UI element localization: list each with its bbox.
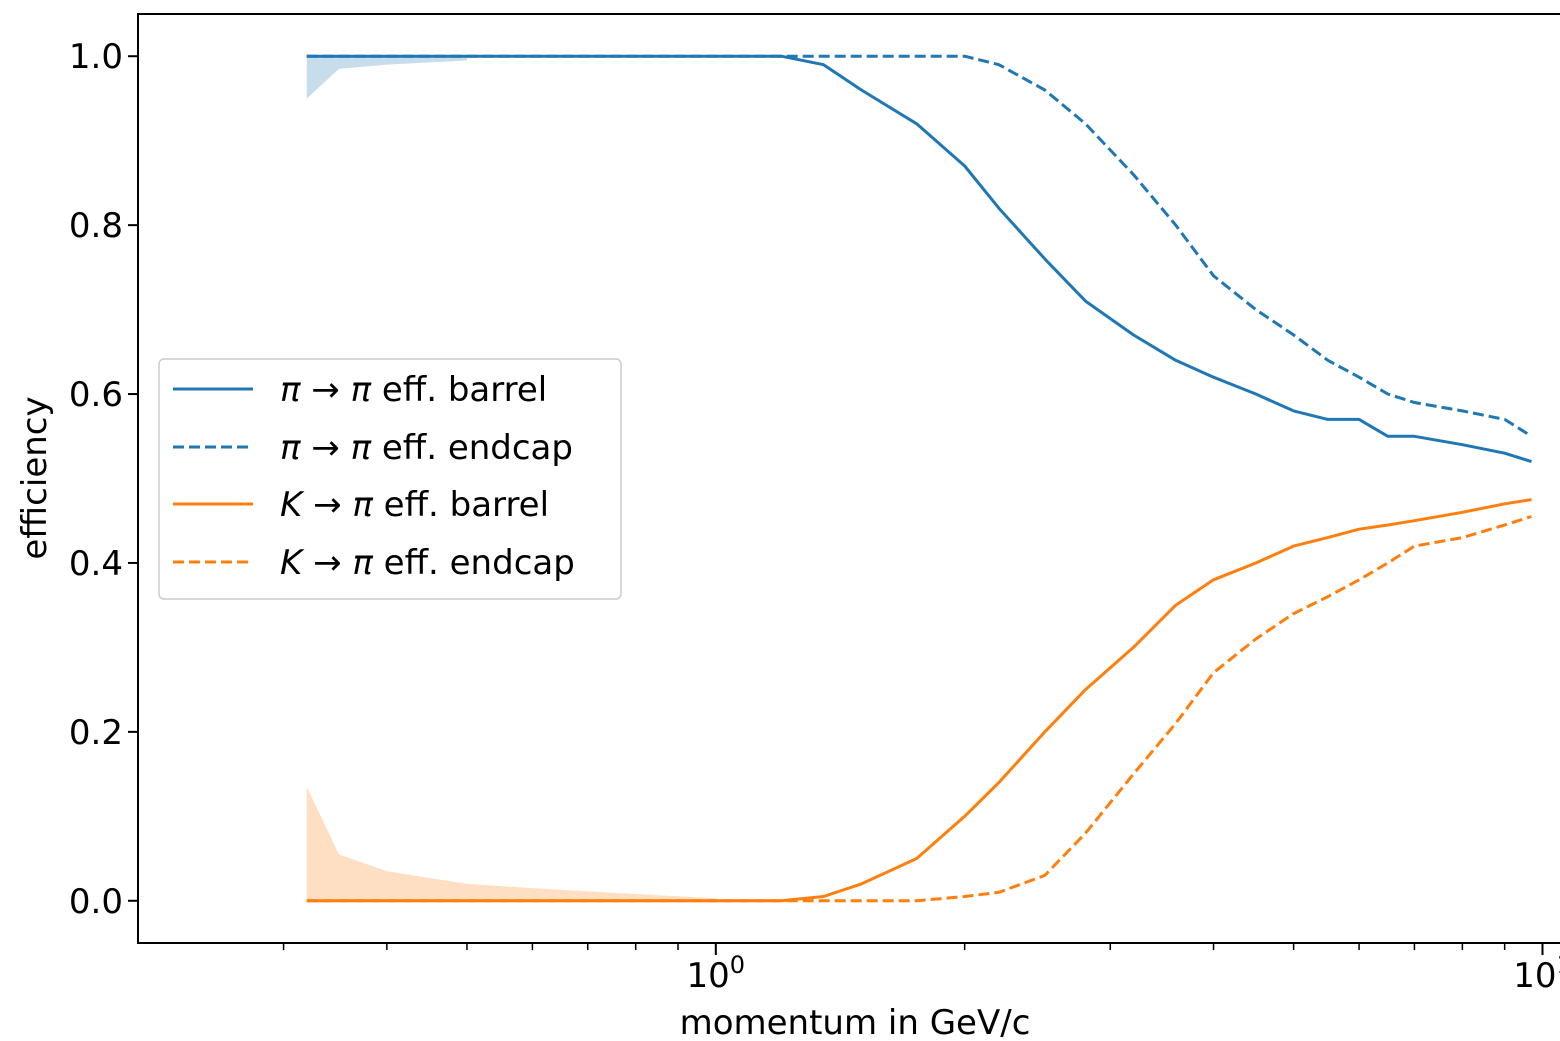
y-tick-label-2: 0.4 [69, 544, 123, 584]
y-tick-label-0: 0.0 [69, 882, 123, 922]
y-axis-label: efficiency [15, 396, 55, 559]
x-axis-label: momentum in GeV/c [680, 1003, 1031, 1041]
legend: π → π eff. barrel π → π eff. endcap K → π … [159, 359, 621, 599]
legend-label-2: K → π eff. barrel [280, 485, 549, 525]
y-tick-label-3: 0.6 [69, 375, 123, 415]
x-tick-label-1: 101 [1513, 951, 1560, 996]
legend-label-3: K → π eff. endcap [280, 543, 575, 583]
legend-label-0: π → π eff. barrel [280, 370, 547, 410]
y-tick-label-4: 0.8 [69, 206, 123, 246]
y-tick-label-5: 1.0 [69, 37, 123, 77]
legend-label-1: π → π eff. endcap [280, 428, 573, 468]
y-tick-label-1: 0.2 [69, 713, 123, 753]
